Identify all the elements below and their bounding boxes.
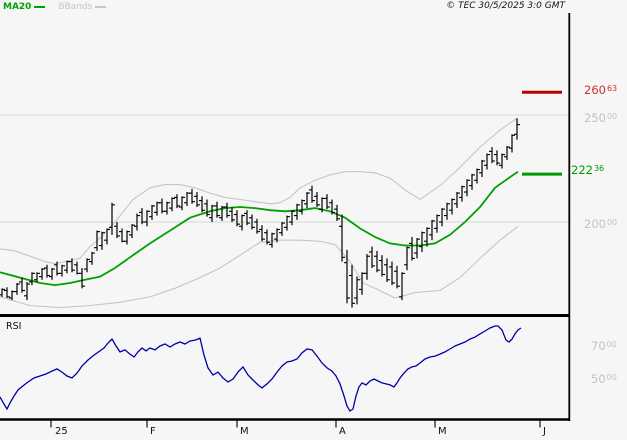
rsi-axis-label-50: 5000 [591, 372, 617, 386]
copyright-text: © TEC 30/5/2025 3:0 GMT [446, 1, 565, 11]
rsi-axis-label-70: 7000 [591, 339, 617, 353]
ma20-line-swatch [34, 5, 46, 8]
support-price-label: 22236 [571, 163, 605, 177]
resistance-price-label: 26063 [584, 83, 618, 97]
bbands-legend-label: BBands [58, 2, 93, 12]
legend: MA20 BBands [3, 2, 107, 12]
ma20-legend-label: MA20 [3, 2, 32, 12]
bbands-line-swatch [95, 5, 107, 8]
x-tick-label-may: M [438, 426, 447, 437]
x-tick-label-feb: F [150, 426, 156, 437]
x-tick-label-jun: J [543, 426, 546, 437]
axis-label-250: 25000 [584, 111, 618, 125]
x-tick-label-mar: M [240, 426, 249, 437]
rsi-panel-label: RSI [6, 321, 22, 332]
x-tick-label-2025: 25 [55, 426, 68, 437]
x-tick-label-apr: A [339, 426, 346, 437]
axis-label-200: 20000 [584, 217, 618, 231]
